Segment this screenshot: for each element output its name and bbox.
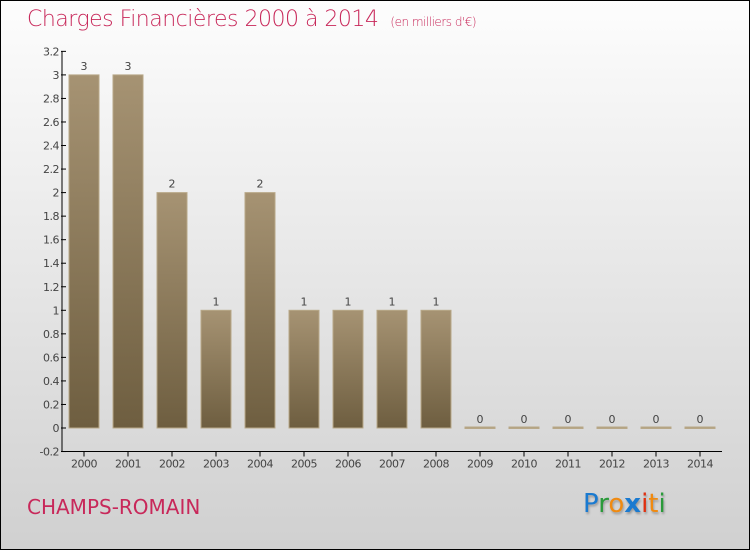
bar-2010 [508,426,540,429]
data-label-2003: 1 [213,295,220,308]
title-text: Charges Financières 2000 à 2014 [27,7,379,32]
bar-2004 [244,192,276,429]
data-label-2002: 2 [169,178,176,191]
bar-2009 [464,426,496,429]
y-tick-label: 2.2 [43,163,59,176]
y-tick-label: 0.6 [43,351,59,364]
y-tick-label: -0.2 [40,446,59,459]
x-tick-label: 2004 [247,458,273,471]
x-tick-label: 2005 [291,458,317,471]
y-tick-label: 2.8 [43,92,59,105]
bar-2002 [156,192,188,429]
data-label-2013: 0 [653,413,660,426]
bar-2007 [376,309,408,429]
x-tick-label: 2012 [599,458,625,471]
x-tick-label: 2014 [687,458,713,471]
y-tick-label: 1.2 [43,281,59,294]
x-tick-label: 2002 [159,458,185,471]
x-tick-label: 2003 [203,458,229,471]
y-tick-label: 2.6 [43,116,59,129]
data-label-2012: 0 [609,413,616,426]
y-tick-label: 0 [53,422,60,435]
data-label-2010: 0 [521,413,528,426]
data-label-2007: 1 [389,295,396,308]
x-tick-label: 2013 [643,458,669,471]
x-tick-label: 2011 [555,458,581,471]
bar-2006 [332,309,364,429]
x-tick-label: 2008 [423,458,449,471]
y-tick-label: 1.8 [43,210,59,223]
bar-2012 [596,426,628,429]
y-tick-label: 0.8 [43,328,59,341]
data-label-2014: 0 [697,413,704,426]
bar-2001 [112,74,144,429]
bar-2011 [552,426,584,429]
data-label-2005: 1 [301,295,308,308]
bar-2000 [68,74,100,429]
chart-subtitle: (en milliers d'€) [390,15,477,29]
data-label-2004: 2 [257,178,264,191]
data-label-2006: 1 [345,295,352,308]
data-label-2009: 0 [477,413,484,426]
chart-title: Charges Financières 2000 à 2014 (en milli… [27,7,477,32]
x-tick-label: 2007 [379,458,405,471]
bar-2003 [200,309,232,429]
bar-2014 [684,426,716,429]
y-tick-label: 1 [53,304,60,317]
y-tick-label: 2.4 [43,140,59,153]
bar-2005 [288,309,320,429]
y-tick-label: 3 [53,69,60,82]
data-label-2011: 0 [565,413,572,426]
x-tick-label: 2001 [115,458,141,471]
x-tick-label: 2009 [467,458,493,471]
y-tick-label: 1.4 [43,257,59,270]
city-name: CHAMPS-ROMAIN [27,495,201,519]
x-tick-label: 2000 [71,458,97,471]
data-label-2000: 3 [81,60,88,73]
x-tick-label: 2006 [335,458,361,471]
x-tick-label: 2010 [511,458,537,471]
data-label-2001: 3 [125,60,132,73]
y-tick-label: 0.4 [43,375,59,388]
proxiti-logo: Proxiti [583,489,666,519]
bar-2013 [640,426,672,429]
y-tick-label: 0.2 [43,398,59,411]
y-tick-label: 1.6 [43,234,59,247]
y-tick-label: 3.2 [43,45,59,58]
y-tick-label: 2 [53,187,60,200]
data-label-2008: 1 [433,295,440,308]
bar-2008 [420,309,452,429]
